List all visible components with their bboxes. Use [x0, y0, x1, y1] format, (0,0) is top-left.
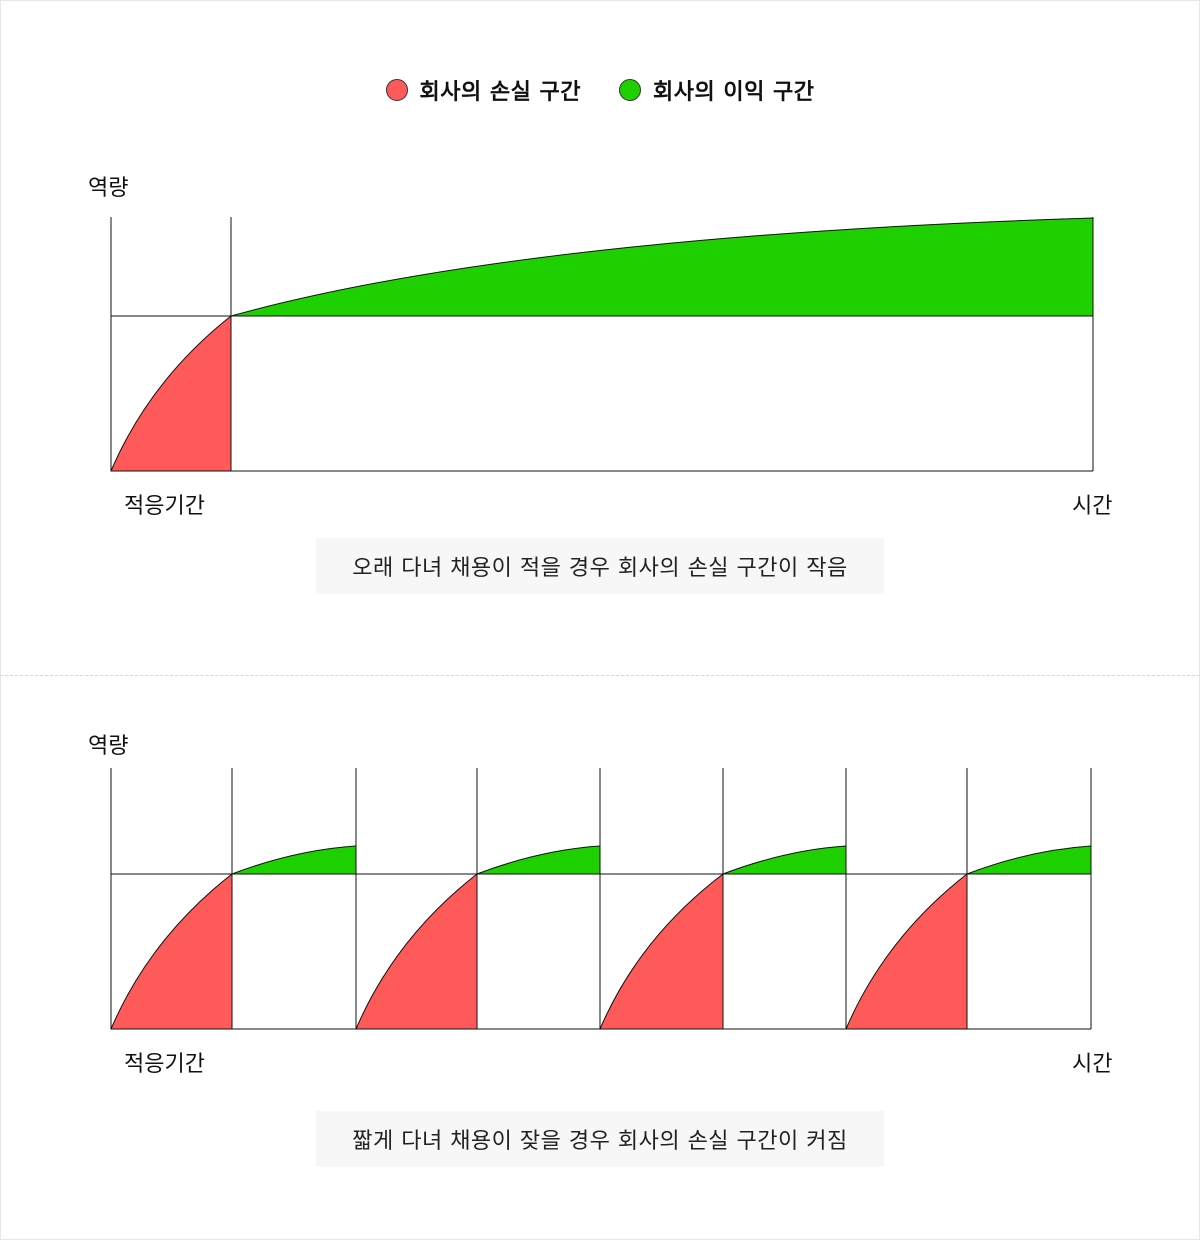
- top-time-label: 시간: [1072, 494, 1113, 519]
- top-loss-region: [110, 314, 232, 472]
- profit-swatch-icon: [619, 79, 641, 101]
- legend: 회사의 손실 구간 회사의 이익 구간: [0, 74, 1200, 106]
- bottom-time-label: 시간: [1072, 1052, 1113, 1077]
- legend-item-profit: 회사의 이익 구간: [619, 74, 815, 106]
- top-diagram: [110, 217, 1094, 472]
- bottom-loss-region: [845, 872, 968, 1030]
- top-profit-region: [230, 217, 1094, 317]
- bottom-loss-region: [110, 872, 233, 1030]
- top-adaptation-label: 적응기간: [124, 494, 205, 519]
- loss-swatch-icon: [385, 79, 408, 101]
- legend-item-loss: 회사의 손실 구간: [385, 74, 582, 106]
- bottom-profit-region: [722, 845, 847, 875]
- bottom-profit-region: [476, 845, 601, 875]
- bottom-profit-region: [231, 845, 357, 875]
- bottom-diagram: [110, 768, 1092, 1030]
- top-caption: 오래 다녀 채용이 적을 경우 회사의 손실 구간이 작음: [316, 538, 884, 594]
- bottom-y-axis-label: 역량: [88, 734, 129, 759]
- top-y-axis-label: 역량: [88, 176, 129, 201]
- bottom-caption: 짧게 다녀 채용이 잦을 경우 회사의 손실 구간이 커짐: [316, 1111, 884, 1167]
- bottom-adaptation-label: 적응기간: [124, 1052, 205, 1077]
- legend-loss-label: 회사의 손실 구간: [419, 80, 581, 105]
- bottom-loss-region: [355, 872, 478, 1030]
- bottom-profit-region: [966, 845, 1092, 875]
- bottom-loss-region: [599, 872, 724, 1030]
- section-divider: [0, 675, 1200, 676]
- legend-profit-label: 회사의 이익 구간: [653, 80, 815, 105]
